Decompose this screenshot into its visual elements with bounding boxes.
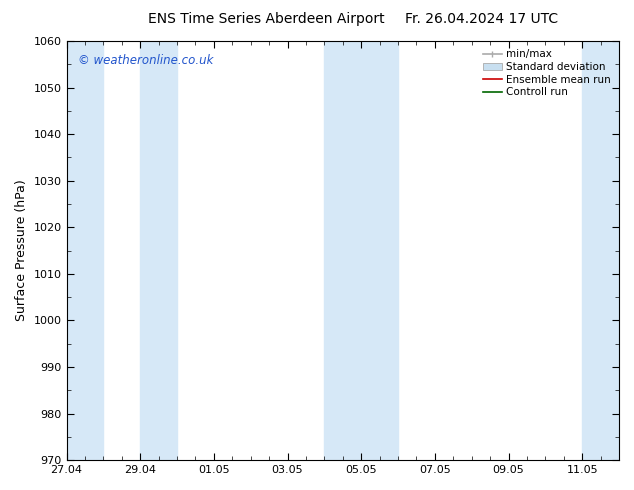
Bar <box>140 41 177 460</box>
Text: Fr. 26.04.2024 17 UTC: Fr. 26.04.2024 17 UTC <box>405 12 559 26</box>
Text: ENS Time Series Aberdeen Airport: ENS Time Series Aberdeen Airport <box>148 12 385 26</box>
Bar <box>582 41 619 460</box>
Legend: min/max, Standard deviation, Ensemble mean run, Controll run: min/max, Standard deviation, Ensemble me… <box>480 46 614 100</box>
Bar <box>325 41 398 460</box>
Bar <box>67 41 103 460</box>
Text: © weatheronline.co.uk: © weatheronline.co.uk <box>77 53 213 67</box>
Y-axis label: Surface Pressure (hPa): Surface Pressure (hPa) <box>15 180 28 321</box>
